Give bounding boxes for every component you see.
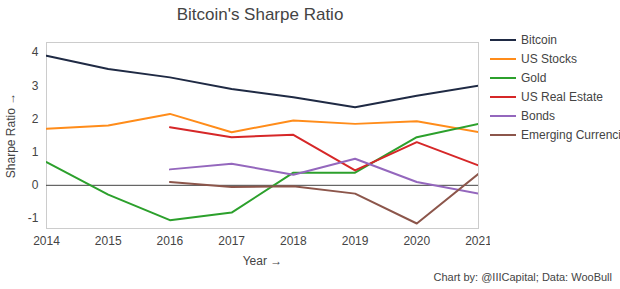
svg-text:2020: 2020 <box>403 234 430 248</box>
svg-text:2021: 2021 <box>465 234 490 248</box>
html-text:Bitcoin: Bitcoin <box>521 32 557 47</box>
html-text:Chart by: @IIICapital; Data: W: Chart by: @IIICapital; Data: WooBull <box>433 271 612 283</box>
svg-text:2019: 2019 <box>342 234 369 248</box>
svg-text:2016: 2016 <box>157 234 184 248</box>
html-text:Gold: Gold <box>521 70 547 85</box>
html-text:US Stocks: US Stocks <box>521 51 577 66</box>
svg-text:2015: 2015 <box>95 234 122 248</box>
svg-text:3: 3 <box>32 79 39 93</box>
svg-text:Sharpe Ratio →: Sharpe Ratio → <box>4 93 18 178</box>
svg-text:4: 4 <box>32 45 39 59</box>
svg-text:2017: 2017 <box>218 234 245 248</box>
svg-text:2: 2 <box>32 112 39 126</box>
html-text:Bonds: Bonds <box>521 108 555 123</box>
svg-text:2014: 2014 <box>33 234 60 248</box>
html-text:US Real Estate: US Real Estate <box>521 89 603 104</box>
html-text:Bitcoin's Sharpe Ratio: Bitcoin's Sharpe Ratio <box>176 5 344 24</box>
svg-text:1: 1 <box>32 145 39 159</box>
svg-text:Year →: Year → <box>243 254 283 268</box>
svg-text:0: 0 <box>32 178 39 192</box>
svg-text:-1: -1 <box>28 211 39 225</box>
svg-text:2018: 2018 <box>280 234 307 248</box>
